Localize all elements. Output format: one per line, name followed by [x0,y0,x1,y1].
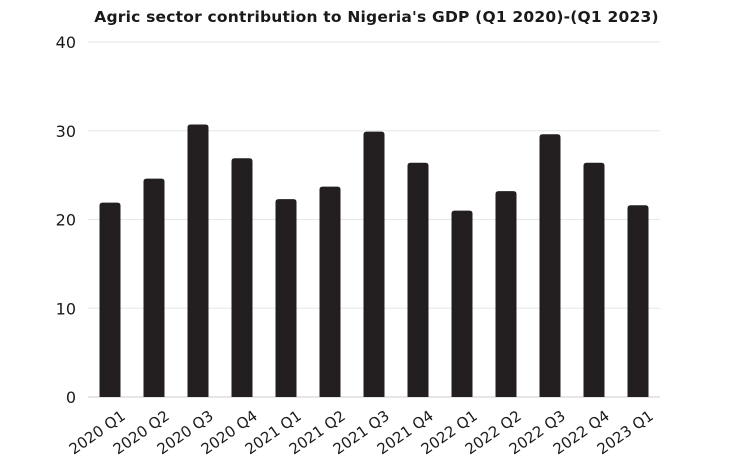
bar [231,158,253,397]
bar [495,191,517,397]
bar [319,186,341,397]
bar [451,210,473,397]
chart-title: Agric sector contribution to Nigeria's G… [94,8,659,26]
bar [539,134,561,398]
bar [187,124,209,397]
bar [363,131,385,397]
y-tick-label: 20 [56,211,76,230]
y-tick-label: 10 [56,299,76,318]
bar [275,199,297,397]
y-tick-label: 30 [56,122,76,141]
bar [143,178,165,397]
bar [99,202,121,397]
y-tick-label: 40 [56,33,76,52]
bar [583,162,605,397]
bar [407,162,429,397]
y-tick-label: 0 [66,388,76,407]
bar [627,205,649,397]
